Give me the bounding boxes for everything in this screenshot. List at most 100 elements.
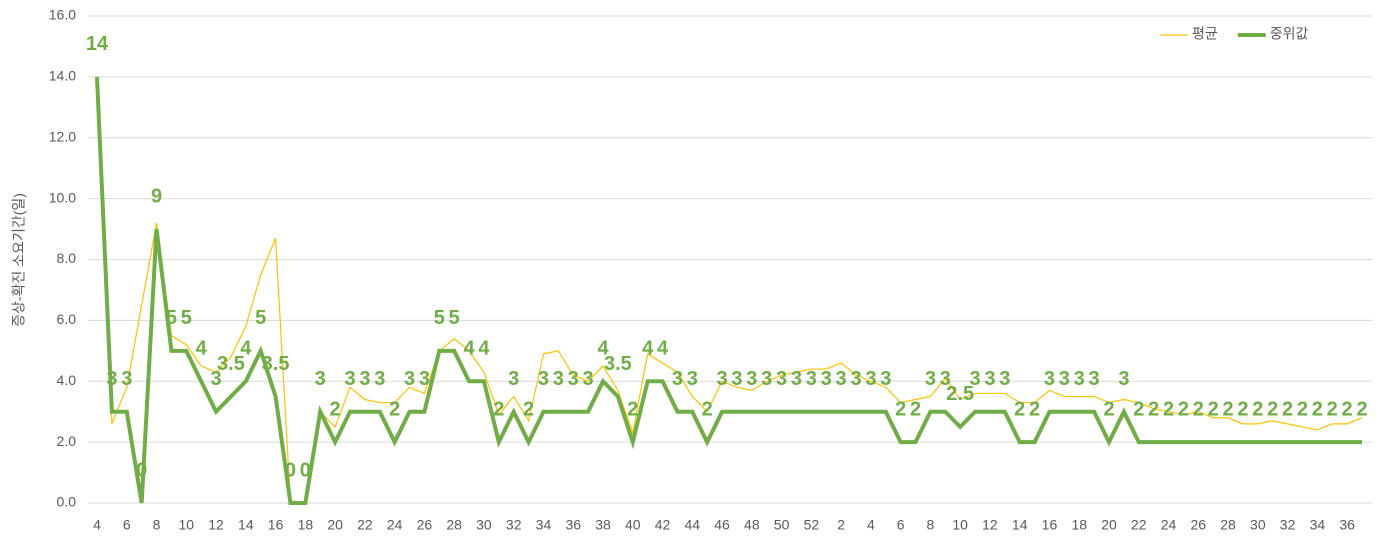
x-tick-label: 30 xyxy=(1250,517,1266,533)
x-tick-label: 36 xyxy=(565,517,581,533)
data-label: 3 xyxy=(508,368,519,390)
data-label: 3 xyxy=(999,368,1010,390)
y-tick-label: 2.0 xyxy=(57,433,77,449)
x-tick-label: 12 xyxy=(982,517,998,533)
x-tick-label: 16 xyxy=(268,517,284,533)
x-tick-label: 22 xyxy=(357,517,373,533)
data-label: 2 xyxy=(1356,398,1367,420)
data-label: 3.5 xyxy=(604,353,632,375)
x-tick-label: 48 xyxy=(744,517,760,533)
data-label: 3 xyxy=(1118,368,1129,390)
data-label: 3 xyxy=(568,368,579,390)
data-label: 0 xyxy=(136,459,147,481)
y-axis-label: 증상-확진 소요기간(일) xyxy=(11,193,27,327)
data-label: 3 xyxy=(716,368,727,390)
data-label: 3 xyxy=(1089,368,1100,390)
y-tick-label: 14.0 xyxy=(49,68,76,84)
x-tick-label: 34 xyxy=(536,517,552,533)
x-tick-label: 52 xyxy=(804,517,820,533)
data-label: 5 xyxy=(255,307,266,329)
x-tick-label: 30 xyxy=(476,517,492,533)
data-label: 2 xyxy=(1148,398,1159,420)
data-label: 3 xyxy=(687,368,698,390)
x-tick-label: 14 xyxy=(1012,517,1028,533)
data-label: 3 xyxy=(106,368,117,390)
y-tick-label: 16.0 xyxy=(49,7,76,23)
y-tick-label: 4.0 xyxy=(57,372,77,388)
data-label: 4 xyxy=(657,338,669,360)
data-label: 2 xyxy=(1312,398,1323,420)
data-label: 0 xyxy=(300,459,311,481)
x-tick-label: 8 xyxy=(927,517,935,533)
data-label: 2 xyxy=(1237,398,1248,420)
x-tick-label: 28 xyxy=(1220,517,1236,533)
x-tick-label: 4 xyxy=(93,517,101,533)
data-label: 5 xyxy=(166,307,177,329)
series-line xyxy=(95,76,1362,505)
x-tick-label: 22 xyxy=(1131,517,1147,533)
x-tick-label: 14 xyxy=(238,517,254,533)
data-label: 2 xyxy=(1163,398,1174,420)
data-label: 2 xyxy=(1103,398,1114,420)
data-label: 2 xyxy=(1193,398,1204,420)
x-tick-label: 8 xyxy=(153,517,161,533)
data-label: 3 xyxy=(731,368,742,390)
x-tick-label: 36 xyxy=(1339,517,1355,533)
y-tick-label: 10.0 xyxy=(49,189,76,205)
data-label: 4 xyxy=(597,338,609,360)
data-label: 3 xyxy=(359,368,370,390)
data-label: 2 xyxy=(1327,398,1338,420)
data-label: 9 xyxy=(151,185,162,207)
data-label: 0 xyxy=(285,459,296,481)
data-label: 3 xyxy=(538,368,549,390)
data-label: 3 xyxy=(836,368,847,390)
x-tick-label: 42 xyxy=(655,517,671,533)
data-label: 2 xyxy=(493,398,504,420)
data-label: 2 xyxy=(1267,398,1278,420)
data-label: 3 xyxy=(419,368,430,390)
x-tick-label: 18 xyxy=(298,517,314,533)
data-label: 4 xyxy=(463,338,475,360)
x-tick-label: 50 xyxy=(774,517,790,533)
data-label: 2 xyxy=(1282,398,1293,420)
y-tick-label: 8.0 xyxy=(57,250,77,266)
x-tick-label: 32 xyxy=(1280,517,1296,533)
data-label: 3 xyxy=(940,368,951,390)
data-label: 2 xyxy=(523,398,534,420)
x-tick-label: 10 xyxy=(952,517,968,533)
x-tick-label: 24 xyxy=(1161,517,1177,533)
x-tick-label: 46 xyxy=(714,517,730,533)
data-label: 3 xyxy=(210,368,221,390)
data-label: 2 xyxy=(389,398,400,420)
data-label: 3 xyxy=(791,368,802,390)
data-label: 3 xyxy=(925,368,936,390)
data-label: 4 xyxy=(642,338,654,360)
x-tick-label: 16 xyxy=(1042,517,1058,533)
x-tick-label: 10 xyxy=(179,517,195,533)
x-tick-label: 2 xyxy=(837,517,845,533)
data-label: 3 xyxy=(865,368,876,390)
data-label: 3 xyxy=(315,368,326,390)
data-label: 3 xyxy=(121,368,132,390)
data-label: 2 xyxy=(627,398,638,420)
data-label: 3 xyxy=(969,368,980,390)
series-line xyxy=(96,76,1363,504)
x-tick-label: 12 xyxy=(208,517,224,533)
data-label: 3 xyxy=(880,368,891,390)
data-label: 3 xyxy=(583,368,594,390)
data-label: 2 xyxy=(702,398,713,420)
x-tick-label: 20 xyxy=(327,517,343,533)
data-label: 5 xyxy=(449,307,460,329)
x-tick-label: 18 xyxy=(1071,517,1087,533)
data-label: 2 xyxy=(1297,398,1308,420)
data-label: 2 xyxy=(895,398,906,420)
data-label: 3 xyxy=(776,368,787,390)
data-label: 2 xyxy=(1222,398,1233,420)
x-tick-label: 24 xyxy=(387,517,403,533)
x-tick-label: 6 xyxy=(897,517,905,533)
legend-label: 평균 xyxy=(1192,26,1218,42)
data-label: 5 xyxy=(181,307,192,329)
data-label: 3 xyxy=(1059,368,1070,390)
